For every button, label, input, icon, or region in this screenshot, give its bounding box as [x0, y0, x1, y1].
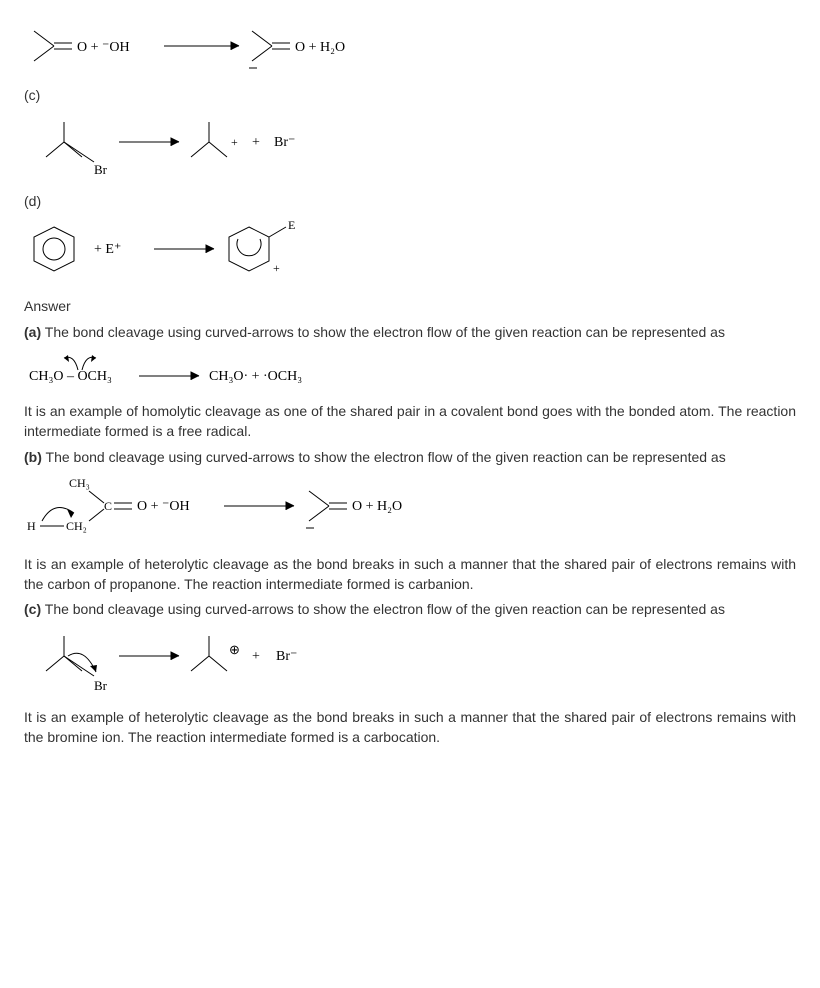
diagram-b-top: O + ⁻OH O + H₂O	[24, 26, 796, 76]
answer-heading: Answer	[24, 297, 796, 317]
svg-d-top: + E⁺ E +	[24, 217, 344, 287]
txt-c2-br: Br	[94, 678, 108, 693]
svg-b-answer: CH₃ H CH₂ C O + ⁻OH O + H₂O	[24, 473, 444, 545]
diagram-d-top: + E⁺ E +	[24, 217, 796, 287]
txt-b-right: O + H₂O	[352, 499, 402, 514]
txt-b-ch2: CH₂	[66, 519, 87, 533]
txt-b-h: H	[27, 519, 36, 533]
part-c-label: (c)	[24, 601, 41, 617]
txt-c2-brminus: Br⁻	[276, 649, 297, 664]
txt-d-eplus: + E⁺	[94, 242, 121, 257]
part-c-explanation: It is an example of heterolytic cleavage…	[24, 708, 796, 747]
svg-c-answer: Br ⊕ + Br⁻	[24, 626, 344, 698]
txt-b-c: C	[104, 499, 112, 513]
txt-c-br: Br	[94, 162, 108, 177]
txt-b-prod: O + H₂O	[295, 40, 345, 55]
txt-b-ch3: CH₃	[69, 476, 90, 490]
txt-c2-plus: +	[252, 649, 260, 664]
txt-a-right: CH₃O· + ·OCH₃	[209, 369, 302, 384]
svg-c-top: Br + + Br⁻	[24, 112, 324, 182]
part-c-intro-text: The bond cleavage using curved-arrows to…	[41, 601, 725, 617]
part-b-explanation: It is an example of heterolytic cleavage…	[24, 555, 796, 594]
txt-b-oh: O + ⁻OH	[77, 40, 130, 55]
txt-c-cation: +	[231, 135, 238, 149]
svg-b-top: O + ⁻OH O + H₂O	[24, 26, 384, 76]
txt-c-plus: +	[252, 135, 260, 150]
txt-d-e: E	[288, 218, 295, 232]
label-d: (d)	[24, 192, 796, 212]
diagram-a-answer: CH₃O – OCH₃ CH₃O· + ·OCH₃	[24, 348, 796, 392]
part-a-intro-text: The bond cleavage using curved-arrows to…	[41, 324, 725, 340]
txt-c2-circleplus: ⊕	[229, 642, 240, 657]
diagram-c-answer: Br ⊕ + Br⁻	[24, 626, 796, 698]
txt-d-plus: +	[273, 261, 280, 275]
diagram-b-answer: CH₃ H CH₂ C O + ⁻OH O + H₂O	[24, 473, 796, 545]
part-b-intro: (b) The bond cleavage using curved-arrow…	[24, 448, 796, 468]
txt-c-brminus: Br⁻	[274, 135, 295, 150]
svg-a-answer: CH₃O – OCH₃ CH₃O· + ·OCH₃	[24, 348, 364, 392]
part-c-intro: (c) The bond cleavage using curved-arrow…	[24, 600, 796, 620]
txt-a-left: CH₃O – OCH₃	[29, 369, 112, 384]
part-a-label: (a)	[24, 324, 41, 340]
txt-b-mid: O + ⁻OH	[137, 499, 190, 514]
part-a-intro: (a) The bond cleavage using curved-arrow…	[24, 323, 796, 343]
label-c: (c)	[24, 86, 796, 106]
part-b-intro-text: The bond cleavage using curved-arrows to…	[42, 449, 726, 465]
part-a-explanation: It is an example of homolytic cleavage a…	[24, 402, 796, 441]
part-b-label: (b)	[24, 449, 42, 465]
diagram-c-top: Br + + Br⁻	[24, 112, 796, 182]
